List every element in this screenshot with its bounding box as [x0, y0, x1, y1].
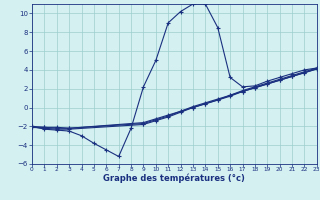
X-axis label: Graphe des températures (°c): Graphe des températures (°c) [103, 174, 245, 183]
